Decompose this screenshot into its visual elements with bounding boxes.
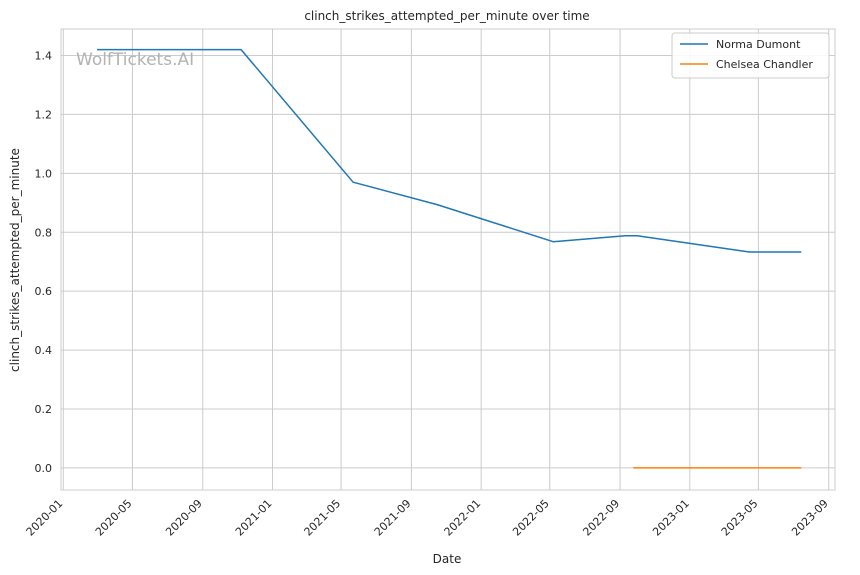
legend-box: [671, 32, 830, 79]
y-tick-label: 1.4: [35, 50, 53, 63]
x-axis-label: Date: [433, 552, 462, 566]
legend-label-norma-dumont: Norma Dumont: [716, 38, 801, 51]
legend: Norma Dumont Chelsea Chandler: [671, 32, 830, 79]
series-lines: [97, 48, 802, 469]
y-tick-label: 0.8: [35, 226, 53, 239]
y-tick-label: 0.2: [35, 403, 53, 416]
y-axis-label: clinch_strikes_attempted_per_minute: [8, 148, 22, 372]
y-tick-label: 0.0: [35, 462, 53, 475]
y-tick-label: 1.0: [35, 167, 53, 180]
legend-label-chelsea-chandler: Chelsea Chandler: [716, 58, 813, 71]
watermark-text: WolfTickets.AI: [76, 50, 194, 70]
chart-title: clinch_strikes_attempted_per_minute over…: [304, 9, 589, 23]
y-tick-label: 1.2: [35, 108, 53, 121]
y-tick-labels: 0.0 0.2 0.4 0.6 0.8 1.0 1.2 1.4: [35, 50, 53, 475]
y-tick-label: 0.4: [35, 344, 53, 357]
plot-frame: [60, 28, 836, 491]
grid: [61, 29, 835, 490]
series-line-norma-dumont: [97, 48, 802, 253]
y-tick-label: 0.6: [35, 285, 53, 298]
